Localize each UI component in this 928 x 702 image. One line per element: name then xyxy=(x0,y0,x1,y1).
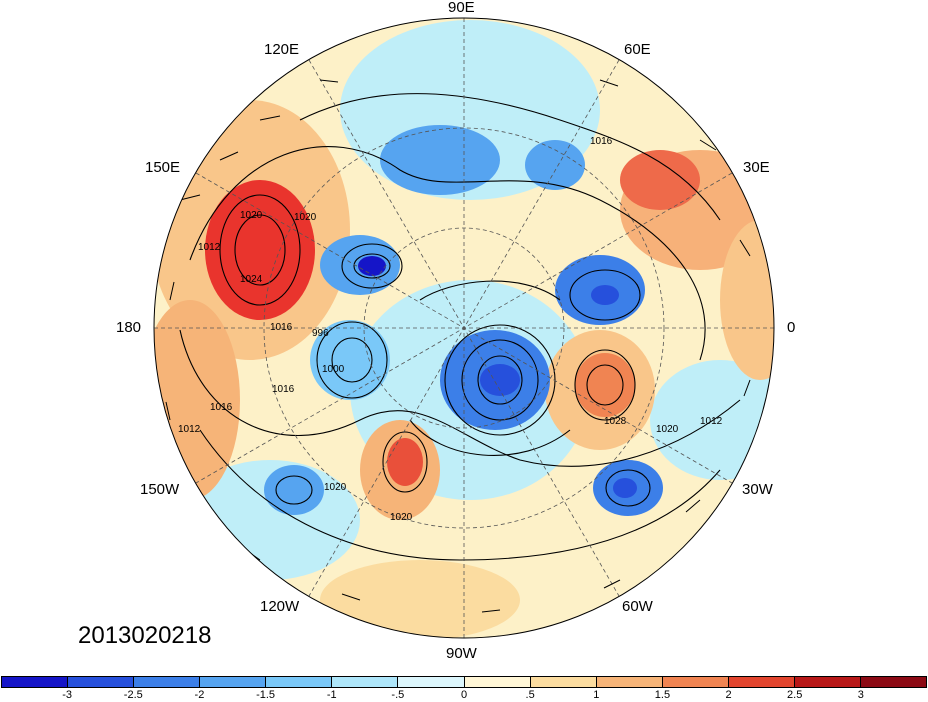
colorbar-tick-label: -.5 xyxy=(391,689,405,701)
contour-label: 1016 xyxy=(590,136,613,147)
colorbar-swatch xyxy=(596,677,663,687)
colorbar-tick-label: 2.5 xyxy=(787,689,803,701)
colorbar-tick-label: 0 xyxy=(460,689,468,701)
contour-label: 996 xyxy=(312,328,329,339)
lon-label-120e: 120E xyxy=(264,41,300,58)
colorbar-tick-label: -1 xyxy=(326,689,337,701)
contour-label: 1012 xyxy=(700,416,723,427)
lon-label-0: 0 xyxy=(787,319,796,336)
lon-label-60w: 60W xyxy=(622,598,653,615)
colorbar-tick-label: -2 xyxy=(194,689,205,701)
colorbar-swatch xyxy=(332,677,399,687)
colorbar-swatch xyxy=(2,677,69,687)
colorbar xyxy=(1,676,927,688)
colorbar-swatch xyxy=(398,677,465,687)
date-stamp: 2013020218 xyxy=(78,622,212,649)
colorbar-swatch xyxy=(200,677,267,687)
colorbar-tick-label: 2 xyxy=(725,689,732,701)
colorbar-swatch xyxy=(728,677,795,687)
colorbar-tick-label: 1 xyxy=(593,689,600,701)
contour-label: 1024 xyxy=(240,274,263,285)
colorbar-swatch xyxy=(266,677,333,687)
lon-label-90e: 90E xyxy=(448,0,475,16)
colorbar-tick-label: -3 xyxy=(62,689,73,701)
colorbar-swatch xyxy=(134,677,201,687)
lon-label-30w: 30W xyxy=(742,481,773,498)
colorbar-tick-label: -2.5 xyxy=(123,689,143,701)
lon-label-60e: 60E xyxy=(624,41,651,58)
colorbar-tick-label: 3 xyxy=(857,689,864,701)
colorbar-swatch xyxy=(530,677,597,687)
lon-label-180: 180 xyxy=(116,319,142,336)
colorbar-tick-label: .5 xyxy=(525,689,535,701)
contour-label: 1016 xyxy=(272,384,295,395)
lon-label-90w: 90W xyxy=(446,645,477,662)
contour-label: 1020 xyxy=(240,210,263,221)
colorbar-swatch xyxy=(68,677,135,687)
contour-label: 1012 xyxy=(198,242,221,253)
contour-label: 1020 xyxy=(656,424,679,435)
contour-label: 1016 xyxy=(270,322,293,333)
lon-label-150w: 150W xyxy=(140,481,180,498)
colorbar-swatch xyxy=(662,677,729,687)
contour-label: 1020 xyxy=(324,482,347,493)
contour-label: 1020 xyxy=(294,212,317,223)
colorbar-tick-label: 1.5 xyxy=(654,689,671,701)
contour-label: 1000 xyxy=(322,364,345,375)
colorbar-swatch xyxy=(794,677,862,687)
contour-label: 1028 xyxy=(604,416,627,427)
colorbar-swatch xyxy=(861,677,927,687)
colorbar-tick-label: -1.5 xyxy=(256,689,276,701)
lon-label-30e: 30E xyxy=(743,159,770,176)
lon-label-120w: 120W xyxy=(260,598,300,615)
lon-label-150e: 150E xyxy=(145,159,181,176)
colorbar-swatch xyxy=(464,677,531,687)
contour-label: 1016 xyxy=(210,402,233,413)
contour-label: 1020 xyxy=(390,512,413,523)
contour-label: 1012 xyxy=(178,424,201,435)
